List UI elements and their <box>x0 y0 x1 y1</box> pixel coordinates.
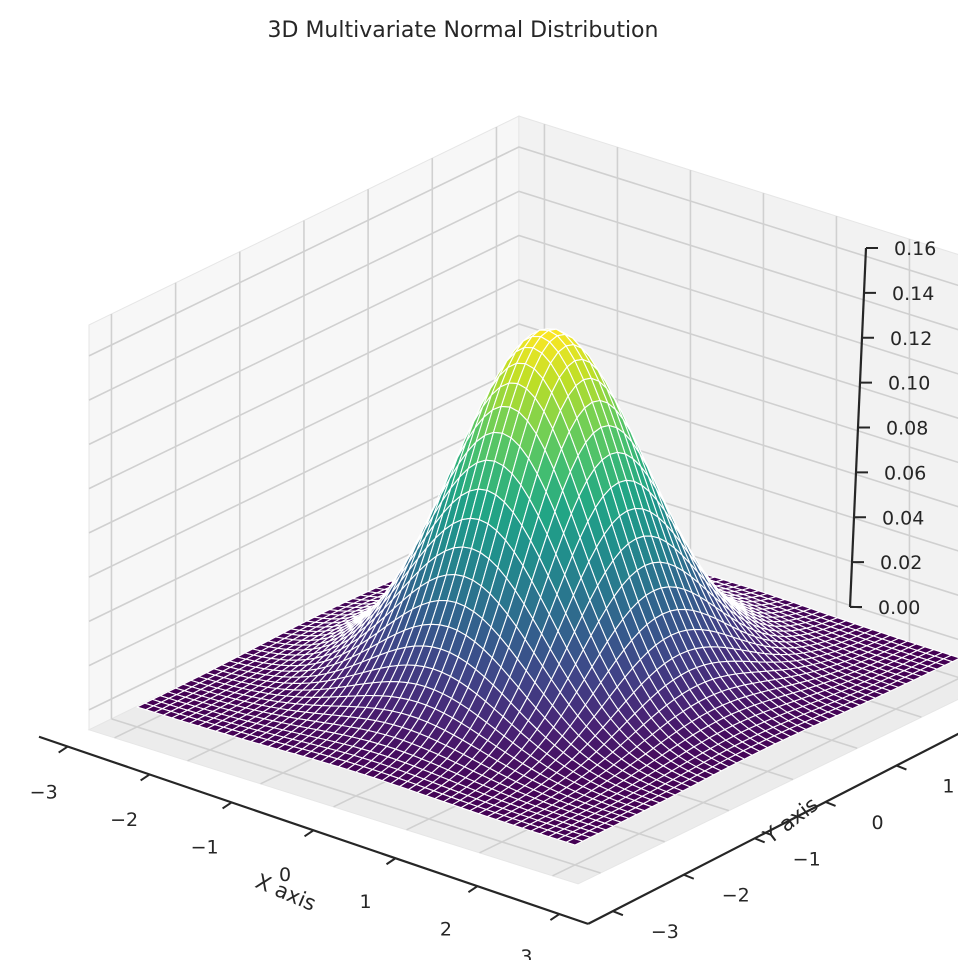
x-tick <box>303 829 315 838</box>
x-tick-label: −2 <box>110 809 138 831</box>
x-tick-label: 1 <box>359 891 371 913</box>
y-tick <box>896 764 907 771</box>
z-tick-label: 0.04 <box>882 507 924 529</box>
x-tick <box>385 857 397 866</box>
y-tick-label: 0 <box>872 812 884 834</box>
grid-line-z <box>88 234 958 446</box>
x-tick <box>58 745 69 754</box>
grid-line-z <box>88 146 958 357</box>
grid-line-z <box>88 278 958 490</box>
x-tick-label: 0 <box>279 864 291 886</box>
tick-labels: −3−2−10123−3−2−101230.000.020.040.060.08… <box>30 238 955 960</box>
y-tick-label: −1 <box>793 848 821 870</box>
z-tick-label: 0.14 <box>892 283 934 305</box>
x-tick-label: 3 <box>520 946 532 960</box>
y-tick <box>754 837 766 844</box>
z-tick-label: 0.08 <box>886 418 928 440</box>
z-tick-label: 0.06 <box>884 462 926 484</box>
z-tick-label: 0.12 <box>890 328 932 350</box>
x-tick <box>549 913 560 921</box>
x-tick-label: 2 <box>440 919 452 941</box>
grid-line-z <box>88 190 958 401</box>
y-tick-label: 1 <box>942 776 954 798</box>
z-tick-label: 0.02 <box>880 552 922 574</box>
z-tick-label: 0.16 <box>894 238 936 260</box>
y-tick <box>612 910 624 917</box>
chart-title: 3D Multivariate Normal Distribution <box>268 18 659 43</box>
surface-facet <box>565 837 584 846</box>
z-tick-label: 0.00 <box>878 597 920 619</box>
x-axis-line <box>38 735 589 925</box>
x-tick <box>467 885 479 894</box>
x-tick <box>140 773 151 782</box>
y-tick <box>825 801 836 807</box>
y-tick-label: −3 <box>651 921 679 943</box>
y-tick <box>683 873 695 880</box>
grid-line-z <box>88 323 958 534</box>
y-tick-label: −2 <box>722 885 750 907</box>
z-tick-label: 0.10 <box>888 373 930 395</box>
y-axis-label: Y axis <box>758 792 822 849</box>
x-tick <box>222 801 233 810</box>
grid-line-y-floor <box>111 718 601 874</box>
x-tick-label: −1 <box>191 836 219 858</box>
x-tick-label: −3 <box>30 782 58 804</box>
surface-mesh <box>136 328 958 846</box>
